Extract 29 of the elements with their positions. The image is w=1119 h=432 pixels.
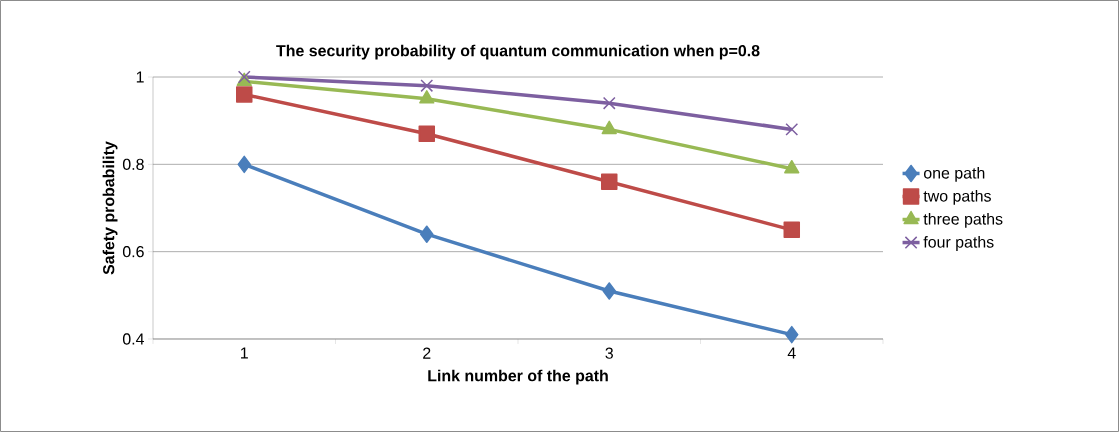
- point: [785, 123, 799, 136]
- legend-label: two paths: [923, 189, 991, 205]
- x-axis-title: Link number of the path: [428, 369, 608, 385]
- point: [420, 79, 434, 93]
- legend-label: four paths: [923, 236, 994, 251]
- y-axis-title: Safety probability: [102, 141, 118, 275]
- point: [236, 86, 253, 103]
- point: [420, 225, 434, 243]
- point: [784, 159, 800, 174]
- point: [418, 125, 436, 143]
- point: [783, 221, 801, 239]
- point: [419, 90, 435, 104]
- y-tick-label: 0.4: [122, 333, 145, 345]
- point: [237, 155, 252, 174]
- x-tick-label: 3: [605, 347, 613, 359]
- x-tick-label: 1: [241, 347, 248, 359]
- y-tick-label: 0.8: [122, 158, 144, 170]
- y-tick-label: 1: [136, 71, 144, 83]
- y-tick-label: 0.6: [122, 246, 144, 258]
- x-tick-label: 4: [787, 347, 796, 359]
- point: [785, 325, 799, 344]
- point: [601, 120, 617, 135]
- point: [601, 173, 618, 191]
- point: [602, 96, 616, 110]
- point: [602, 282, 617, 300]
- legend-label: three paths: [923, 213, 1003, 228]
- chart-title: The security probability of quantum communication when p=0.8: [276, 44, 760, 60]
- legend-label: one path: [923, 166, 985, 182]
- x-tick-label: 2: [423, 347, 431, 359]
